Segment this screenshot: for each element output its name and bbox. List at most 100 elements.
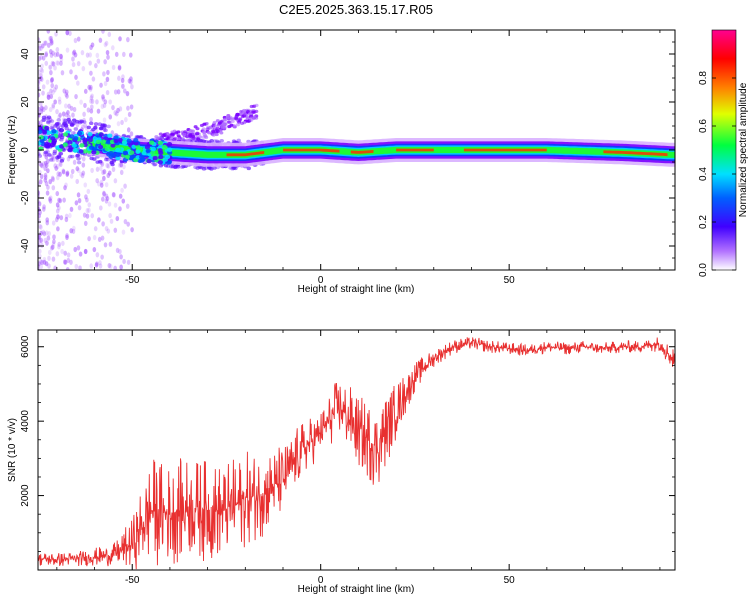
noise-speckle [72, 106, 77, 113]
noise-speckle [55, 208, 60, 214]
noise-speckle [68, 212, 72, 219]
haze-cell [86, 125, 91, 130]
noise-speckle [92, 246, 97, 253]
noise-speckle [125, 91, 130, 97]
ridge-blob [45, 130, 51, 135]
noise-speckle [113, 265, 117, 270]
noise-speckle [43, 172, 48, 179]
noise-speckle [71, 50, 76, 56]
noise-speckle [50, 76, 55, 83]
branch-cell [242, 114, 247, 118]
noise-speckle [61, 111, 66, 117]
haze-cell [56, 122, 61, 126]
x-tick-label: 50 [504, 275, 516, 286]
branch-cell [158, 132, 163, 136]
noise-speckle [48, 35, 52, 42]
noise-speckle [101, 221, 105, 227]
noise-speckle [89, 263, 94, 269]
branch-cell [176, 134, 181, 138]
x-tick-label: -50 [125, 575, 140, 586]
branch-cell [173, 136, 178, 140]
haze-cell [134, 134, 140, 139]
noise-speckle [45, 220, 50, 226]
branch-cell [226, 120, 231, 124]
haze-cell [38, 152, 41, 156]
noise-speckle [118, 206, 122, 212]
ridge-blob [76, 131, 83, 136]
noise-speckle [59, 53, 63, 59]
noise-speckle [49, 70, 53, 76]
noise-speckle [98, 165, 103, 172]
noise-speckle [119, 254, 123, 260]
noise-speckle [48, 196, 52, 202]
ridge-core [463, 148, 547, 152]
noise-speckle [45, 240, 49, 246]
noise-speckle [74, 74, 78, 80]
noise-speckle [57, 205, 61, 211]
ridge-blob [73, 136, 79, 141]
noise-speckle [101, 94, 105, 100]
noise-speckle [104, 182, 109, 188]
noise-speckle [38, 92, 41, 98]
ridge-blob [91, 150, 97, 155]
noise-speckle [53, 65, 57, 71]
noise-speckle [38, 234, 41, 240]
noise-speckle [69, 206, 74, 212]
branch-cell [211, 130, 216, 134]
noise-speckle [119, 169, 124, 176]
y-tick-label: 20 [20, 96, 31, 108]
noise-speckle [89, 44, 93, 50]
haze-cell [41, 118, 46, 122]
ridge-core [283, 148, 340, 153]
ridge-blob [167, 147, 173, 152]
noise-speckle [104, 225, 109, 232]
noise-speckle [58, 112, 62, 118]
ridge-blob [58, 128, 65, 133]
noise-speckle [58, 171, 62, 177]
noise-speckle [83, 220, 88, 226]
noise-speckle [57, 114, 62, 120]
noise-speckle [126, 259, 131, 265]
noise-speckle [44, 261, 49, 267]
ridge-blob [107, 133, 113, 138]
noise-speckle [93, 226, 98, 232]
noise-speckle [51, 241, 56, 247]
noise-speckle [42, 231, 47, 237]
ridge-blob [124, 154, 131, 159]
spectrogram-ylabel: Frequency (Hz) [7, 116, 18, 185]
haze-cell [64, 126, 69, 131]
noise-speckle [39, 230, 43, 236]
noise-speckle [83, 122, 87, 128]
noise-speckle [38, 101, 43, 107]
noise-speckle [71, 56, 75, 62]
noise-speckle [50, 83, 55, 89]
haze-cell [76, 156, 81, 161]
noise-speckle [100, 254, 104, 260]
branch-cell [205, 127, 210, 131]
noise-speckle [38, 206, 41, 213]
spectrogram-ridge [38, 125, 675, 167]
noise-speckle [97, 181, 101, 187]
noise-speckle [76, 167, 81, 173]
noise-speckle [51, 176, 55, 183]
noise-speckle [61, 169, 66, 175]
noise-speckle [48, 106, 53, 113]
ridge-blob [117, 137, 123, 143]
noise-speckle [74, 93, 78, 100]
noise-speckle [123, 219, 128, 225]
ridge-blob [89, 145, 95, 150]
ridge-blob [106, 152, 112, 157]
noise-speckle [51, 61, 56, 67]
noise-speckle [108, 212, 112, 219]
y-tick-label: 4000 [20, 410, 31, 433]
noise-speckle [49, 52, 54, 58]
noise-speckle [90, 93, 94, 99]
noise-speckle [45, 79, 50, 85]
ridge-core [226, 151, 265, 157]
branch-cell [235, 123, 240, 127]
y-tick-label: -20 [20, 190, 31, 205]
noise-speckle [56, 226, 60, 232]
noise-speckle [95, 252, 100, 258]
haze-cell [172, 165, 178, 169]
noise-speckle [41, 106, 46, 113]
